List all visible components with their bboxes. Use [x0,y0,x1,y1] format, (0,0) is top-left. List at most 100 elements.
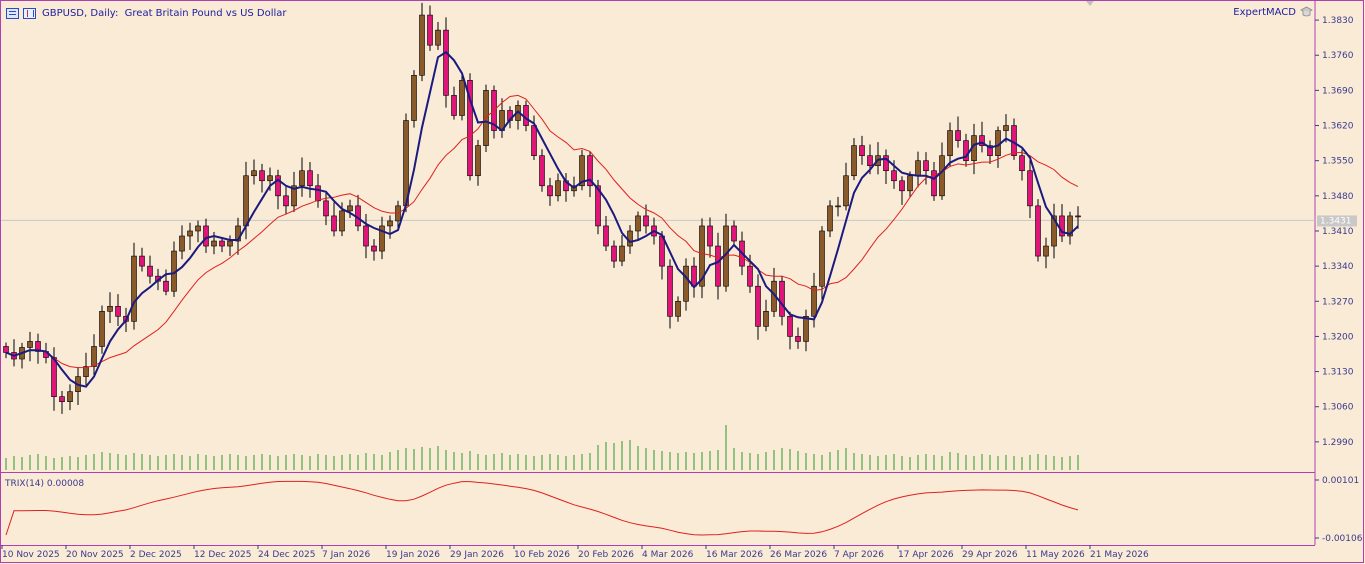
chart-list-icon[interactable] [6,7,19,19]
current-price-label: 1.3431 [1320,216,1352,226]
price-tick-label: 1.3130 [1322,368,1354,378]
price-tick-label: 1.3550 [1322,157,1354,167]
candle [947,130,953,156]
candle [603,225,609,247]
current-price-box [1317,215,1357,227]
candle [579,155,585,187]
price-tick-label: 1.3270 [1322,297,1354,307]
candle [611,245,617,262]
candle [339,210,345,232]
candle [211,240,217,247]
candle [467,80,473,177]
candle [363,225,369,247]
candle [859,145,865,156]
candle [435,29,441,46]
candle [1019,155,1025,172]
candle [475,145,481,177]
candle [715,245,721,287]
candle [707,225,713,247]
candle [187,230,193,237]
candle [987,145,993,156]
time-tick-label: 29 Jan 2026 [450,550,504,560]
candle [51,357,57,397]
candle [67,391,73,403]
time-tick-label: 4 Mar 2026 [642,550,694,560]
candle [795,336,801,342]
candle [131,255,137,322]
candle [203,225,209,247]
candle [347,205,353,212]
candle [867,155,873,167]
candle [411,75,417,121]
candle [555,180,561,197]
candle [531,125,537,156]
candle [139,255,145,267]
candle [267,175,273,182]
candle [83,366,89,377]
time-tick-label: 20 Nov 2025 [66,550,124,560]
scroll-marker-icon [1086,1,1094,6]
candle [1051,215,1057,247]
time-tick-label: 16 Mar 2026 [706,550,763,560]
candle [3,346,9,353]
time-tick-label: 17 Apr 2026 [898,550,954,560]
candle [275,175,281,197]
chart-properties-icon[interactable] [23,7,36,19]
candle [963,140,969,161]
candle [915,160,921,177]
chart-title: GBPUSD, Daily: Great Britain Pound vs US… [42,7,287,19]
candle [115,305,121,317]
price-tick-label: 1.3410 [1322,227,1354,237]
candle [315,185,321,202]
price-tick-label: 1.3690 [1322,86,1354,96]
candle [195,225,201,232]
price-tick-label: 1.3060 [1322,403,1354,413]
candle [91,346,97,367]
candle [547,185,553,197]
candle [291,185,297,207]
candle [587,155,593,187]
expert-hat-icon[interactable] [1300,6,1313,18]
trix-line [5,480,1079,536]
candle [787,316,793,337]
time-tick-label: 11 May 2026 [1026,550,1085,560]
time-tick-label: 7 Jan 2026 [322,550,370,560]
candle [835,205,841,208]
candle [219,240,225,247]
candle [979,135,985,146]
candle [699,225,705,287]
candle [451,95,457,116]
candle [1011,125,1017,156]
time-tick-label: 10 Nov 2025 [2,550,60,560]
candle [27,341,33,348]
price-tick-label: 1.3620 [1322,122,1354,132]
candle [523,105,529,126]
candle [1035,205,1041,257]
candle [907,175,913,192]
fast-ma-line [5,50,1079,388]
time-tick-label: 29 Apr 2026 [962,550,1018,560]
candle [843,175,849,207]
chart-title-bar: GBPUSD, Daily: Great Britain Pound vs US… [6,6,287,20]
candle [1003,125,1009,131]
candle [931,170,937,197]
time-tick-label: 26 Mar 2026 [770,550,827,560]
candle [1067,215,1073,237]
candle [259,170,265,182]
candle [35,341,41,352]
candle [147,265,153,277]
price-tick-label: 1.3830 [1322,16,1354,26]
trix-tick-label: 0.00101 [1322,476,1359,486]
candle [1075,215,1081,218]
candle [163,280,169,292]
expert-advisor-label[interactable]: ExpertMACD [1233,7,1296,18]
candle [635,215,641,232]
candle [107,305,113,312]
time-tick-label: 24 Dec 2025 [258,550,316,560]
candle [827,205,833,232]
time-tick-label: 7 Apr 2026 [834,550,884,560]
candle [883,155,889,172]
candle [683,265,689,302]
candle [539,155,545,187]
